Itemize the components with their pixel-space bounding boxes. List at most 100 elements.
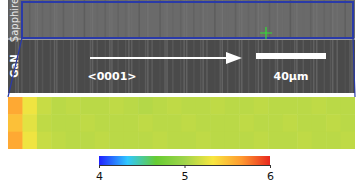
texture-stripe — [202, 0, 204, 93]
heatmap-cell — [51, 97, 66, 115]
heatmap-cell — [66, 132, 81, 149]
heatmap-cell — [109, 132, 124, 149]
heatmap-cell — [37, 132, 52, 149]
heatmap-cell — [182, 114, 197, 132]
texture-stripe — [241, 0, 243, 93]
texture-stripe — [206, 0, 208, 93]
texture-stripe — [172, 0, 174, 93]
texture-stripe — [222, 0, 224, 93]
heatmap-cell — [196, 114, 211, 132]
heatmap-cell — [109, 97, 124, 115]
heatmap-cell — [37, 97, 52, 115]
heatmap-cell — [210, 97, 225, 115]
heatmap-cell — [37, 114, 52, 132]
micrograph — [8, 0, 355, 93]
texture-stripe — [164, 0, 166, 93]
texture-stripe — [159, 0, 161, 93]
tick-mark — [185, 165, 186, 168]
heatmap-cell — [268, 114, 283, 132]
heatmap-cell — [297, 132, 312, 149]
heatmap-cell — [196, 132, 211, 149]
texture-stripe — [313, 0, 315, 93]
heatmap-cell — [22, 132, 37, 149]
heatmap-cell — [283, 114, 298, 132]
tick: 6 — [267, 165, 274, 183]
heatmap-cell — [254, 97, 269, 115]
heatmap-cell — [210, 114, 225, 132]
texture-stripe — [29, 0, 31, 93]
heatmap-cell — [312, 114, 327, 132]
texture-stripe — [193, 0, 195, 93]
heatmap-cell — [341, 97, 355, 115]
heatmap-cell — [283, 97, 298, 115]
heatmap-cell — [167, 97, 182, 115]
texture-stripe — [166, 0, 168, 93]
colorbar-axis: 4 5 6 — [96, 165, 274, 183]
tick-mark — [99, 165, 100, 168]
figure: SapphireGaN<0001>40μm456 — [0, 0, 363, 189]
annotation: <0001> — [87, 70, 136, 83]
texture-stripe — [180, 0, 182, 93]
heatmap-cell — [167, 132, 182, 149]
texture-stripe — [186, 0, 188, 93]
texture-stripe — [235, 0, 237, 93]
colorbar-axis-line — [100, 166, 271, 169]
texture-stripe — [37, 0, 39, 93]
annotation: GaN — [9, 54, 20, 77]
texture-stripe — [76, 0, 78, 93]
tick-mark — [270, 165, 271, 168]
heatmap-cell — [254, 132, 269, 149]
tick-label: 4 — [96, 170, 103, 183]
texture-stripe — [336, 0, 338, 93]
texture-stripe — [324, 0, 326, 93]
texture-stripe — [258, 0, 260, 93]
heatmap-cell — [341, 132, 355, 149]
texture-stripe — [214, 0, 216, 93]
heatmap-cell — [225, 97, 240, 115]
heatmap-cell — [8, 97, 23, 115]
heatmap-cell — [80, 132, 95, 149]
heatmap-cell — [210, 132, 225, 149]
texture-stripe — [151, 0, 153, 93]
texture-stripe — [255, 0, 257, 93]
heatmap-cell — [153, 132, 168, 149]
texture-stripe — [239, 0, 241, 93]
texture-stripe — [261, 0, 263, 93]
heatmap-cell — [283, 132, 298, 149]
texture-stripe — [42, 0, 44, 93]
colorbar — [99, 156, 270, 165]
tick: 5 — [182, 165, 189, 183]
texture-stripe — [344, 0, 346, 93]
heatmap-cell — [196, 97, 211, 115]
heatmap — [8, 97, 355, 149]
tick-label: 5 — [182, 170, 189, 183]
heatmap-cell — [22, 97, 37, 115]
heatmap-cell — [153, 97, 168, 115]
texture-stripe — [63, 0, 65, 93]
scale-bar — [256, 53, 326, 59]
heatmap-cell — [95, 97, 110, 115]
heatmap-cell — [341, 114, 355, 132]
heatmap-cell — [138, 97, 153, 115]
heatmap-cell — [138, 132, 153, 149]
heatmap-cell — [326, 97, 341, 115]
selection-box — [22, 2, 353, 38]
heatmap-cell — [225, 114, 240, 132]
texture-stripe — [35, 0, 37, 93]
heatmap-cell — [51, 132, 66, 149]
heatmap-cell — [167, 114, 182, 132]
crosshair — [260, 27, 272, 39]
heatmap-cell — [312, 132, 327, 149]
heatmap-cell — [225, 132, 240, 149]
direction-arrow — [90, 52, 242, 64]
micrograph-background — [8, 0, 355, 93]
texture-stripe — [70, 0, 72, 93]
heatmap-cell — [80, 97, 95, 115]
tick: 4 — [96, 165, 103, 183]
heatmap-cell — [66, 114, 81, 132]
heatmap-cell — [66, 97, 81, 115]
texture-stripe — [50, 0, 52, 93]
heatmap-cell — [326, 114, 341, 132]
zoom-lines — [8, 38, 355, 97]
heatmap-cell — [124, 114, 139, 132]
